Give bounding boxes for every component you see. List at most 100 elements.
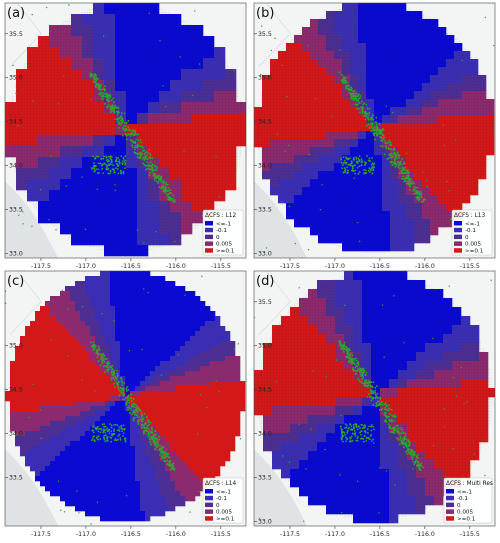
aftershock [101, 167, 104, 170]
stress-cell [135, 321, 141, 327]
stress-cell [155, 301, 161, 307]
x-tick-label: -117.5 [31, 531, 51, 538]
stress-cell [135, 481, 141, 487]
basemap-ocean [254, 449, 308, 526]
stress-cell [180, 341, 186, 347]
stress-cell [40, 431, 46, 437]
stress-cell [215, 466, 221, 472]
aftershock [39, 409, 42, 411]
aftershock [117, 110, 120, 113]
stress-cell [150, 451, 156, 457]
stress-cell [45, 436, 51, 442]
aftershock [40, 437, 42, 440]
aftershock [355, 92, 358, 95]
stress-cell [215, 451, 221, 457]
stress-cell [70, 416, 76, 422]
aftershock [67, 355, 69, 357]
stress-cell [10, 361, 16, 367]
aftershock [426, 179, 428, 182]
stress-cell [225, 426, 231, 432]
stress-cell [190, 321, 196, 327]
stress-cell [70, 381, 76, 387]
aftershock [412, 189, 415, 192]
stress-cell [95, 316, 101, 322]
stress-cell [230, 431, 236, 437]
stress-cell [225, 401, 231, 407]
stress-cell [10, 376, 16, 382]
aftershock [95, 436, 98, 439]
stress-cell [60, 361, 66, 367]
stress-cell [90, 471, 96, 477]
stress-cell [165, 491, 171, 497]
stress-cell [170, 366, 176, 372]
stress-cell [75, 401, 81, 407]
aftershock [123, 427, 126, 430]
aftershock [131, 144, 134, 147]
aftershock [169, 191, 172, 194]
stress-cell [150, 341, 156, 347]
aftershock [168, 461, 170, 463]
aftershock [97, 360, 100, 362]
stress-cell [135, 486, 141, 492]
stress-cell [65, 411, 71, 417]
stress-cell [170, 296, 176, 302]
stress-cell [90, 331, 96, 337]
aftershock [105, 92, 107, 95]
stress-cell [130, 341, 136, 347]
aftershock [116, 117, 119, 120]
stress-cell [70, 451, 76, 457]
aftershock [107, 100, 109, 103]
stress-cell [85, 376, 91, 382]
stress-cell [30, 381, 36, 387]
aftershock [137, 419, 140, 421]
aftershock [358, 165, 361, 168]
stress-cell [70, 456, 76, 462]
aftershock [160, 447, 163, 450]
stress-cell [175, 501, 181, 507]
stress-cell [205, 461, 211, 467]
aftershock [113, 439, 116, 442]
stress-cell [80, 286, 86, 292]
x-tick-label: -117.0 [76, 263, 96, 270]
stress-cell [105, 371, 111, 377]
aftershock [101, 97, 104, 100]
aftershock [367, 118, 370, 121]
stress-cell [50, 371, 56, 377]
stress-cell [135, 361, 141, 367]
aftershock [31, 225, 33, 227]
aftershock [126, 386, 129, 388]
stress-cell [25, 431, 31, 437]
aftershock [281, 64, 283, 67]
aftershock [122, 134, 124, 137]
stress-cell [90, 376, 96, 382]
stress-cell [140, 456, 146, 462]
stress-cell [20, 336, 26, 342]
stress-cell [220, 396, 226, 402]
stress-cell [160, 376, 166, 382]
stress-cell [115, 391, 121, 397]
stress-cell [135, 431, 141, 437]
stress-cell [225, 416, 231, 422]
stress-cell [195, 441, 201, 447]
aftershock [152, 441, 155, 444]
aftershock [133, 416, 135, 419]
stress-cell [40, 461, 46, 467]
stress-cell [20, 421, 26, 427]
stress-cell [165, 296, 171, 302]
stress-cell [100, 431, 106, 437]
stress-cell [80, 456, 86, 462]
stress-cell [45, 401, 51, 407]
stress-cell [175, 321, 181, 327]
stress-cell [65, 476, 71, 482]
x-tick-label: -115.5 [460, 263, 480, 270]
stress-cell [160, 301, 166, 307]
stress-cell [140, 446, 146, 452]
stress-cell [40, 361, 46, 367]
aftershock [365, 104, 368, 106]
stress-cell [140, 441, 146, 447]
stress-cell [225, 446, 231, 452]
stress-cell [205, 466, 211, 472]
aftershock [402, 175, 405, 178]
aftershock [151, 165, 154, 167]
aftershock [399, 162, 402, 165]
